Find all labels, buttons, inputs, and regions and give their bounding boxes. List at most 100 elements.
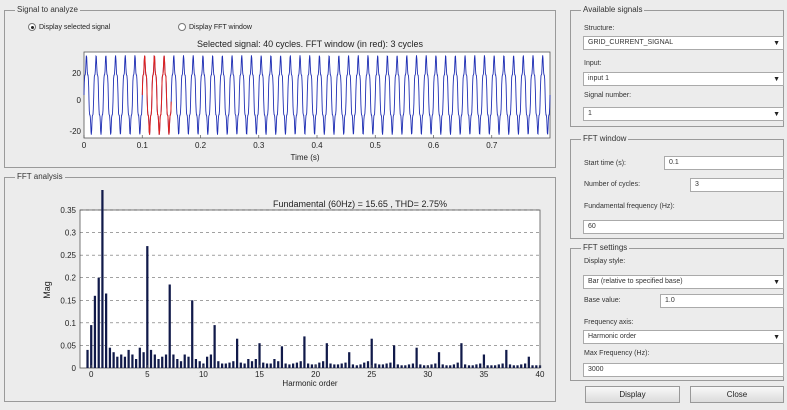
- fft-bar: [348, 352, 351, 368]
- fft-bar: [303, 336, 306, 368]
- fft-bar: [407, 364, 411, 368]
- fft-bar: [187, 356, 190, 368]
- fft-y-tick-label: 0.05: [60, 341, 76, 350]
- input-select[interactable]: input 1 ▼: [583, 72, 784, 86]
- signal-x-tick-label: 0.3: [253, 141, 265, 150]
- fft-bar: [209, 354, 213, 368]
- signal-number-select[interactable]: 1 ▼: [583, 107, 784, 121]
- fft-bar: [292, 363, 295, 368]
- fft-bar: [164, 354, 168, 368]
- fft-bar: [112, 352, 115, 368]
- fft-bar: [273, 359, 276, 368]
- display-style-value: Bar (relative to specified base): [588, 278, 683, 285]
- fft-bar: [86, 349, 89, 368]
- fft-bar: [419, 364, 422, 368]
- fft-bar: [269, 363, 272, 368]
- signal-y-tick: 0: [77, 96, 82, 105]
- fft-bar: [232, 361, 235, 368]
- fft-bar: [535, 365, 538, 368]
- fft-bar: [206, 356, 209, 368]
- fft-bar: [404, 365, 407, 368]
- fft-bar: [333, 364, 336, 368]
- start-time-field[interactable]: 0.1: [664, 156, 784, 170]
- fft-bar: [191, 300, 194, 368]
- fft-bar: [385, 363, 388, 368]
- chevron-down-icon: ▼: [773, 279, 780, 286]
- fft-bar: [531, 365, 534, 368]
- fft-bar: [452, 364, 456, 368]
- fft-bar: [262, 362, 265, 368]
- input-value: input 1: [588, 75, 610, 82]
- fft-bar: [366, 361, 370, 368]
- fft-bar: [198, 361, 201, 368]
- signal-number-label: Signal number:: [584, 92, 632, 99]
- fft-bar: [168, 284, 171, 368]
- fft-bar: [142, 352, 145, 368]
- fft-bar: [464, 364, 467, 368]
- fft-bar: [105, 293, 108, 368]
- fft-x-ticks: 0 5 10 15 20 25 30 35 40: [89, 365, 545, 379]
- fft-bar: [501, 363, 504, 368]
- fft-bar: [351, 364, 355, 368]
- close-button[interactable]: Close: [690, 386, 784, 403]
- fft-bar: [396, 364, 399, 368]
- fft-bar: [239, 362, 242, 368]
- max-frequency-field[interactable]: 3000: [583, 363, 784, 377]
- structure-select[interactable]: GRID_CURRENT_SIGNAL ▼: [583, 36, 784, 50]
- radio-unselected-indicator: [178, 23, 186, 31]
- fft-bar: [370, 338, 373, 368]
- fundamental-frequency-label: Fundamental frequency (Hz):: [584, 203, 675, 210]
- fft-bar: [127, 349, 130, 368]
- fft-bar: [123, 356, 127, 368]
- fft-bar: [505, 349, 508, 368]
- cycles-field[interactable]: 3: [690, 178, 784, 192]
- display-style-select[interactable]: Bar (relative to specified base) ▼: [583, 275, 784, 289]
- fft-bar: [318, 362, 321, 368]
- frequency-axis-select[interactable]: Harmonic order ▼: [583, 330, 784, 344]
- fft-window-title: FFT window: [581, 134, 629, 143]
- signal-x-tick-label: 0.4: [311, 141, 323, 150]
- fft-y-tick-label: 0.3: [65, 229, 77, 238]
- input-label: Input:: [584, 60, 602, 67]
- fft-bar: [516, 365, 519, 368]
- signal-y-ticks: 20 0 -20: [69, 69, 81, 136]
- fft-bar: [359, 364, 362, 368]
- fft-bar: [355, 365, 358, 368]
- fft-bar: [479, 363, 482, 368]
- fft-bar: [325, 343, 328, 368]
- fft-bar: [146, 246, 149, 368]
- radio-selected-indicator: [28, 23, 36, 31]
- fft-y-tick-label: 0.15: [60, 296, 76, 305]
- signal-x-tick-label: 0.7: [486, 141, 498, 150]
- signal-y-tick: 20: [72, 69, 81, 78]
- fft-plot-axes: [79, 209, 541, 369]
- base-value-value: 1.0: [665, 297, 675, 304]
- display-button[interactable]: Display: [585, 386, 680, 403]
- fft-bar: [295, 362, 299, 368]
- start-time-label: Start time (s):: [584, 160, 627, 167]
- fft-bar: [393, 345, 396, 368]
- fft-x-tick-label: 35: [479, 370, 488, 379]
- fft-bar: [497, 364, 500, 368]
- display-fft-window-radio[interactable]: Display FFT window: [178, 23, 252, 31]
- signal-panel-title: Signal to analyze: [15, 5, 80, 14]
- fft-bar: [486, 365, 489, 368]
- fft-y-tick-label: 0.1: [65, 319, 77, 328]
- fft-bar: [490, 365, 493, 368]
- signal-x-tick-label: 0.2: [195, 141, 207, 150]
- fundamental-frequency-field[interactable]: 60: [583, 220, 784, 234]
- fft-bar: [138, 347, 141, 368]
- fft-bar: [93, 295, 97, 368]
- fft-bar: [247, 359, 250, 368]
- base-value-field[interactable]: 1.0: [660, 294, 784, 308]
- fft-x-label: Harmonic order: [282, 379, 337, 388]
- max-frequency-value: 3000: [588, 366, 604, 373]
- display-selected-signal-radio[interactable]: Display selected signal: [28, 23, 110, 31]
- base-value-label: Base value:: [584, 297, 621, 304]
- signal-x-tick-label: 0.5: [370, 141, 382, 150]
- fft-bar: [90, 325, 93, 368]
- fft-bar: [445, 365, 448, 368]
- fft-bar: [336, 364, 340, 368]
- structure-label: Structure:: [584, 25, 615, 32]
- fft-bar: [430, 364, 433, 368]
